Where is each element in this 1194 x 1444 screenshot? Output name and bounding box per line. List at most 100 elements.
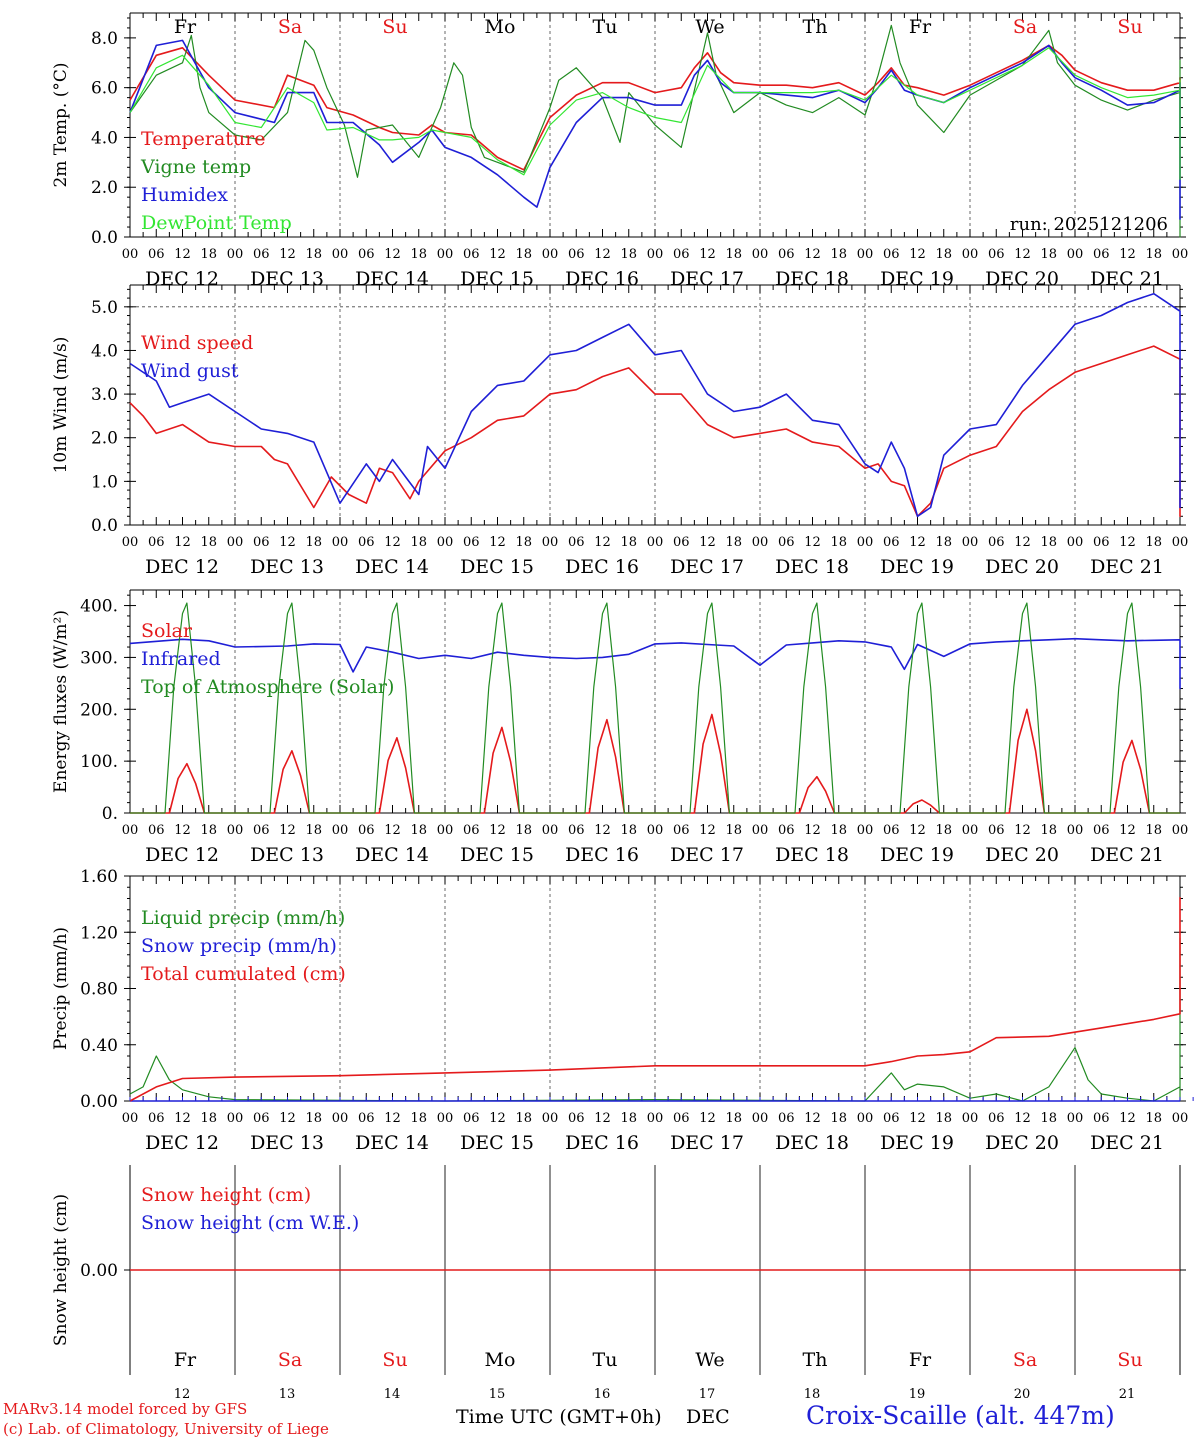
y-tick-label: 0. — [102, 804, 118, 824]
hour-tick-label: 06 — [1093, 1111, 1110, 1126]
legend-temperature: Temperature — [141, 128, 265, 150]
hour-tick-label: 12 — [174, 247, 191, 262]
y-tick-label: 8.0 — [91, 29, 118, 49]
hour-tick-label: 00 — [647, 1111, 664, 1126]
weekday-label: Fr — [174, 1349, 197, 1371]
weekday-label: Mo — [485, 16, 516, 38]
hour-tick-label: 06 — [673, 1111, 690, 1126]
hour-tick-label: 18 — [410, 247, 427, 262]
hour-tick-label: 12 — [384, 535, 401, 550]
hour-tick-label: 18 — [935, 247, 952, 262]
hour-tick-label: 12 — [489, 535, 506, 550]
hour-tick-label: 00 — [962, 535, 979, 550]
hour-tick-label: 06 — [148, 823, 165, 838]
date-label: DEC 17 — [670, 1132, 744, 1154]
y-tick-label: 0.00 — [80, 1092, 118, 1112]
y-tick-label: 4.0 — [91, 128, 118, 148]
y-tick-label: 0.40 — [80, 1036, 118, 1056]
hour-tick-label: 00 — [542, 535, 559, 550]
temperature-panel — [124, 12, 1186, 238]
weekday-label: Fr — [174, 16, 197, 38]
hour-tick-label: 00 — [1067, 247, 1084, 262]
weekday-label: Sa — [1013, 16, 1037, 38]
date-label: DEC 14 — [355, 844, 429, 866]
series-infrared — [129, 637, 1181, 690]
hour-tick-label: 18 — [1040, 1111, 1057, 1126]
date-label: DEC 17 — [670, 844, 744, 866]
hour-tick-label: 12 — [804, 535, 821, 550]
hour-tick-label: 12 — [1014, 1111, 1031, 1126]
hour-tick-label: 18 — [1145, 247, 1162, 262]
hour-tick-label: 00 — [542, 823, 559, 838]
hour-tick-label: 12 — [699, 247, 716, 262]
hour-tick-label: 18 — [830, 247, 847, 262]
y-tick-label: 1.60 — [80, 867, 118, 887]
hour-tick-label: 18 — [410, 823, 427, 838]
weekday-label: Sa — [1013, 1349, 1037, 1371]
hour-tick-label: 06 — [673, 535, 690, 550]
series-wind-gust — [129, 292, 1181, 518]
hour-tick-label: 12 — [1119, 823, 1136, 838]
hour-tick-label: 18 — [935, 535, 952, 550]
hour-tick-label: 18 — [725, 1111, 742, 1126]
legend-snow-height-cm-: Snow height (cm) — [141, 1184, 311, 1206]
date-label: DEC 13 — [250, 556, 324, 578]
precip-panel — [124, 875, 1194, 1102]
hour-tick-label: 18 — [515, 247, 532, 262]
hour-tick-label: 18 — [1040, 823, 1057, 838]
hour-tick-label: 12 — [804, 247, 821, 262]
hour-tick-label: 06 — [253, 1111, 270, 1126]
hour-tick-label: 06 — [988, 1111, 1005, 1126]
hour-tick-label: 18 — [1145, 1111, 1162, 1126]
weekday-label: Su — [382, 16, 407, 38]
hour-tick-label: 00 — [227, 247, 244, 262]
y-tick-label: 1.0 — [91, 472, 118, 492]
hour-tick-label: 18 — [1145, 823, 1162, 838]
weekday-label: Su — [1117, 16, 1142, 38]
legend-solar: Solar — [141, 620, 193, 642]
hour-tick-label: 18 — [725, 535, 742, 550]
y-tick-label: 300. — [80, 648, 118, 668]
date-label: DEC 21 — [1090, 556, 1164, 578]
weekday-label: Fr — [909, 1349, 932, 1371]
hour-tick-label: 00 — [752, 247, 769, 262]
hour-tick-label: 00 — [437, 535, 454, 550]
hour-tick-label: 18 — [725, 247, 742, 262]
legend-snow-precip-mm-h-: Snow precip (mm/h) — [141, 935, 337, 957]
hour-tick-label: 06 — [568, 823, 585, 838]
hour-tick-label: 06 — [358, 823, 375, 838]
hour-tick-label: 12 — [909, 1111, 926, 1126]
date-label: DEC 16 — [565, 556, 639, 578]
y-tick-label: 5.0 — [91, 298, 118, 318]
hour-tick-label: 00 — [752, 823, 769, 838]
hour-tick-label: 06 — [463, 823, 480, 838]
weekday-label: Th — [803, 16, 828, 38]
run-label: run: 2025121206 — [1010, 214, 1168, 235]
hour-tick-label: 00 — [542, 247, 559, 262]
day-number-label: 17 — [699, 1387, 716, 1402]
series-liquid-precip-mm-h- — [129, 937, 1181, 1102]
hour-tick-label: 12 — [489, 1111, 506, 1126]
weekday-label: Tu — [593, 16, 618, 38]
hour-tick-label: 00 — [227, 535, 244, 550]
hour-tick-label: 06 — [253, 535, 270, 550]
weekday-label: Mo — [485, 1349, 516, 1371]
y-axis-title: Precip (mm/h) — [51, 927, 71, 1050]
hour-tick-label: 12 — [279, 247, 296, 262]
weekday-label: We — [695, 16, 724, 38]
hour-tick-label: 18 — [305, 247, 322, 262]
hour-tick-label: 18 — [620, 823, 637, 838]
day-number-label: 20 — [1014, 1387, 1031, 1402]
date-label: DEC 18 — [775, 844, 849, 866]
hour-tick-label: 00 — [962, 247, 979, 262]
y-tick-label: 200. — [80, 700, 118, 720]
y-axis-title: Energy fluxes (W/m²) — [51, 610, 71, 793]
y-tick-label: 0.0 — [91, 228, 118, 248]
weekday-label: Sa — [278, 16, 302, 38]
hour-tick-label: 06 — [673, 823, 690, 838]
hour-tick-label: 00 — [647, 247, 664, 262]
day-number-label: 14 — [384, 1387, 401, 1402]
hour-tick-label: 18 — [620, 1111, 637, 1126]
hour-tick-label: 00 — [1172, 247, 1189, 262]
hour-tick-label: 06 — [358, 1111, 375, 1126]
